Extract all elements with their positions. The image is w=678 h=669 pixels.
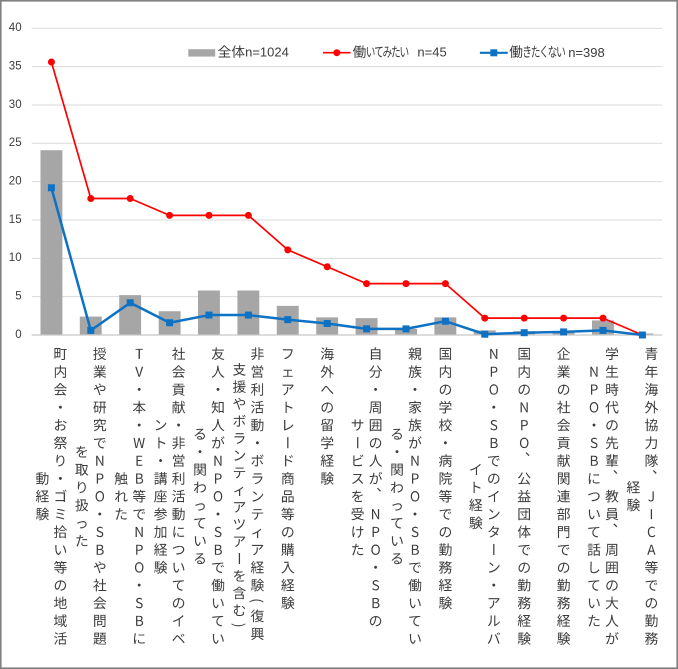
svg-text:35: 35	[9, 60, 22, 72]
svg-text:0: 0	[15, 329, 21, 341]
svg-text:30: 30	[9, 99, 22, 111]
svg-text:40: 40	[9, 22, 22, 34]
svg-text:5: 5	[15, 290, 21, 302]
svg-text:20: 20	[9, 175, 22, 187]
svg-text:n=1024: n=1024	[245, 45, 289, 60]
svg-text:n=398: n=398	[568, 45, 605, 60]
svg-text:n=45: n=45	[417, 45, 446, 60]
svg-text:10: 10	[9, 252, 22, 264]
svg-text:25: 25	[9, 137, 22, 149]
svg-text:15: 15	[9, 214, 22, 226]
